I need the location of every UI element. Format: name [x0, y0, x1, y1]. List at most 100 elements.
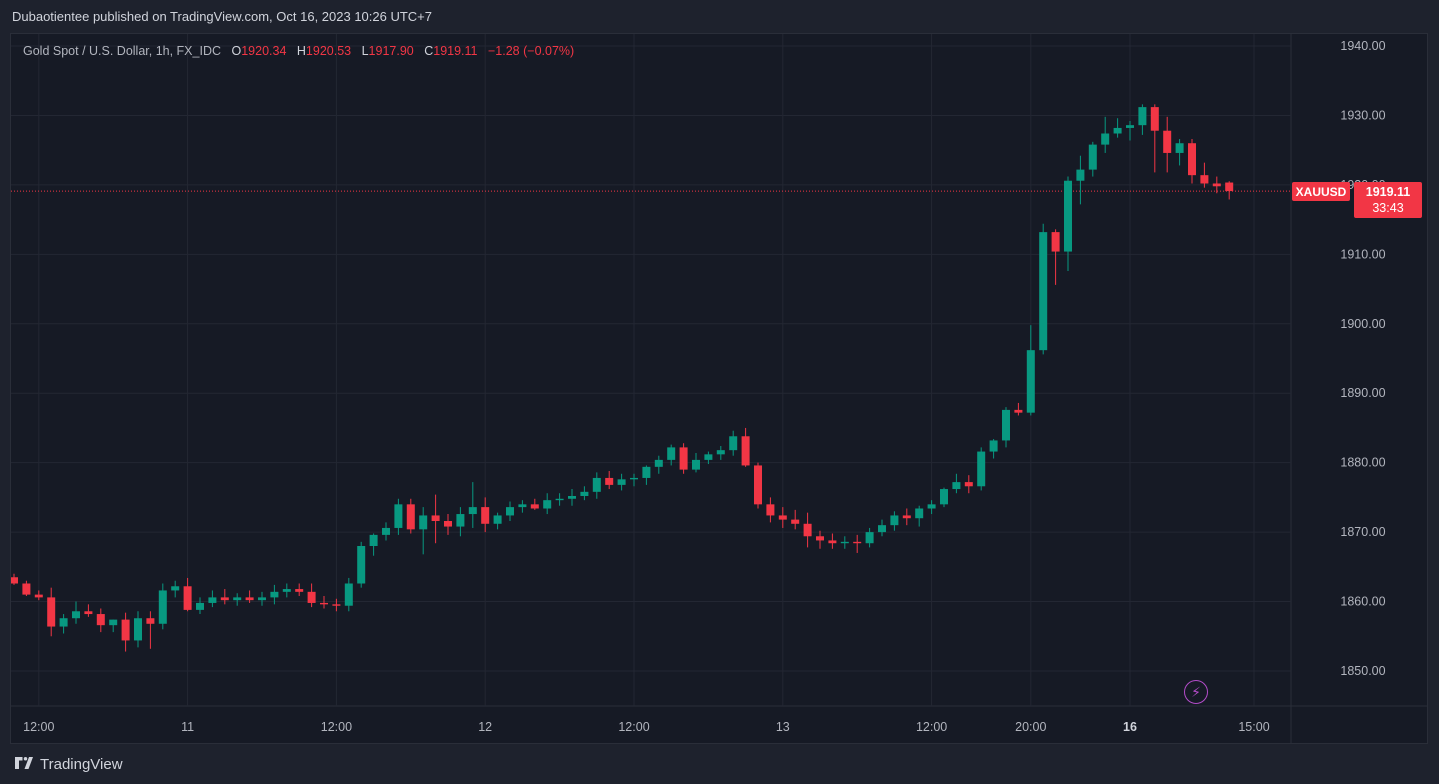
high-value: 1920.53 [305, 44, 352, 58]
candle-body [295, 589, 304, 592]
x-tick-label: 12:00 [916, 720, 947, 734]
candle-body [22, 583, 31, 595]
candle-body [47, 597, 56, 627]
close-value: 1919.11 [433, 44, 478, 58]
candle-body [1026, 350, 1035, 413]
candle-body [592, 477, 601, 492]
last-price-badge: 1919.11 33:43 [1354, 182, 1422, 218]
y-tick-label: 1860.00 [1340, 595, 1385, 609]
bar-countdown: 33:43 [1372, 201, 1404, 215]
y-tick-label: 1900.00 [1340, 317, 1385, 331]
candle-body [332, 604, 341, 606]
candle-body [989, 440, 998, 452]
candle-body [431, 515, 440, 521]
last-price-value: 1919.11 [1365, 185, 1411, 199]
candle-body [518, 504, 527, 508]
candle-body [568, 496, 576, 499]
candle-body [1212, 183, 1221, 187]
candle-body [803, 523, 812, 537]
brand-name: TradingView [40, 755, 123, 773]
close-label: C [424, 44, 434, 58]
candle-body [1014, 409, 1023, 413]
y-tick-label: 1940.00 [1340, 39, 1385, 53]
candle-body [654, 459, 663, 467]
low-value: 1917.90 [368, 44, 414, 58]
candle-body [1064, 180, 1072, 252]
y-tick-label: 1890.00 [1340, 386, 1385, 400]
candle-body [258, 597, 266, 601]
candle-body [72, 611, 80, 619]
candle-body [146, 618, 155, 624]
candle-body [406, 504, 415, 530]
lightning-icon[interactable]: ⚡ [1184, 680, 1208, 704]
candle-body [419, 515, 428, 530]
candle-body [865, 532, 874, 544]
candle-body [1163, 130, 1172, 153]
candle-body [320, 602, 328, 605]
candle-body [729, 436, 738, 451]
candle-body [543, 500, 552, 509]
footer-brand[interactable]: TradingView [12, 754, 123, 774]
candle-body [816, 536, 824, 541]
candle-body [1138, 107, 1147, 126]
candle-body [456, 514, 465, 527]
x-tick-label: 12:00 [23, 720, 54, 734]
candle-body [617, 479, 626, 485]
candle-body [692, 459, 700, 470]
candle-body [96, 614, 105, 626]
candle-body [642, 466, 651, 478]
candle-body [1002, 409, 1010, 441]
candle-body [357, 546, 366, 584]
candle-body [1113, 127, 1122, 134]
candle-body [1101, 133, 1110, 145]
open-label: O [231, 44, 242, 58]
candle-body [382, 527, 390, 535]
candle-body [196, 602, 204, 610]
candle-body [1200, 175, 1209, 184]
x-tick-label: 12 [478, 720, 492, 734]
publish-info: Dubaotientee published on TradingView.co… [12, 9, 433, 24]
candle-body [704, 454, 713, 460]
candlestick-chart[interactable]: 1940.001930.001920.001910.001900.001890.… [11, 34, 1427, 743]
candle-body [506, 507, 514, 516]
candle-body [940, 489, 948, 505]
x-tick-label: 12:00 [618, 720, 649, 734]
ticker-badge: XAUUSD [1292, 182, 1350, 201]
candle-body [171, 586, 180, 591]
candle-body [840, 541, 849, 544]
candle-body [1175, 143, 1184, 153]
y-tick-label: 1880.00 [1340, 456, 1385, 470]
x-tick-label: 11 [181, 720, 194, 734]
chart-pane[interactable]: 1940.001930.001920.001910.001900.001890.… [10, 33, 1428, 744]
candle-body [208, 597, 217, 603]
candle-body [1088, 144, 1097, 170]
candle-body [220, 597, 229, 601]
candle-body [580, 491, 589, 496]
y-tick-label: 1910.00 [1340, 247, 1385, 261]
candle-body [1188, 143, 1196, 176]
candle-body [1039, 232, 1048, 351]
candle-body [183, 586, 192, 610]
candle-body [1126, 125, 1134, 128]
candle-body [84, 611, 93, 615]
x-tick-label: 12:00 [321, 720, 352, 734]
candle-body [468, 507, 477, 515]
candle-body [134, 618, 142, 641]
candle-body [369, 534, 378, 546]
candle-body [245, 597, 254, 601]
candle-body [34, 594, 43, 598]
candle-body [791, 519, 800, 524]
candle-body [59, 618, 68, 627]
candle-body [952, 482, 961, 490]
high-label: H [296, 44, 306, 58]
y-tick-label: 1930.00 [1340, 108, 1385, 122]
candle-body [778, 515, 787, 520]
x-tick-label: 15:00 [1238, 720, 1269, 734]
candle-body [1076, 169, 1085, 181]
candle-body [878, 525, 886, 533]
candle-body [307, 591, 316, 603]
candle-body [977, 451, 986, 487]
candle-body [158, 590, 167, 624]
x-tick-label: 13 [776, 720, 790, 734]
candle-body [853, 541, 862, 544]
